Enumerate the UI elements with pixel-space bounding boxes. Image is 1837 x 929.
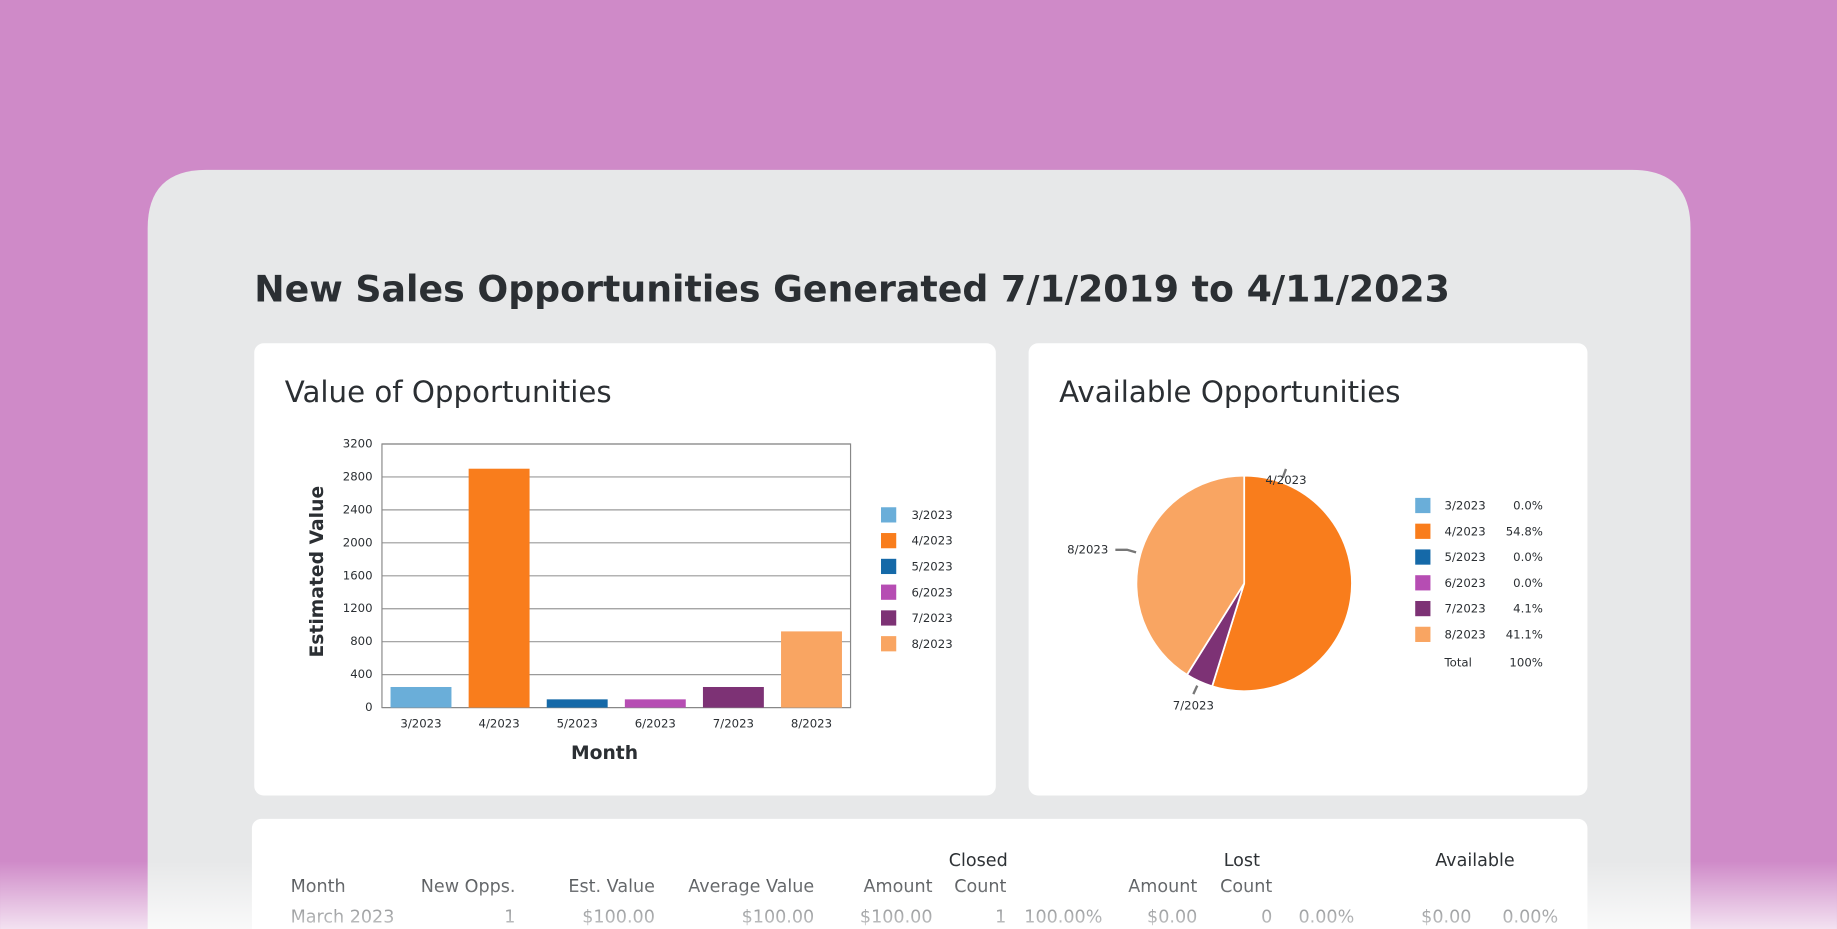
x-tick-label: 7/2023 — [713, 716, 754, 730]
legend-swatch — [881, 533, 897, 549]
legend-swatch — [1415, 626, 1431, 642]
x-tick-label: 4/2023 — [479, 716, 520, 730]
x-tick-label: 5/2023 — [557, 716, 598, 730]
legend-swatch — [881, 584, 897, 600]
legend-label: 4/2023 — [1445, 524, 1486, 538]
y-axis-label: Estimated Value — [307, 486, 328, 658]
y-tick-label: 800 — [350, 634, 372, 648]
pie-slice — [1135, 474, 1246, 676]
leader-line — [1115, 548, 1137, 554]
pie-slice — [1211, 474, 1353, 693]
bar — [781, 631, 842, 708]
legend-value: 0.0% — [1513, 576, 1543, 590]
legend-label: 8/2023 — [1445, 627, 1486, 641]
plot-frame — [381, 443, 852, 709]
pie-title: Available Opportunities — [1059, 375, 1400, 409]
legend-label: 5/2023 — [1445, 550, 1486, 564]
legend-label: 7/2023 — [911, 611, 952, 625]
legend-value: 4.1% — [1513, 602, 1543, 616]
bar — [624, 699, 686, 708]
legend-value: 0.0% — [1513, 550, 1543, 564]
y-tick-label: 3200 — [343, 436, 373, 450]
bottom-fade — [0, 861, 1837, 929]
legend-swatch — [881, 558, 897, 575]
x-tick-label: 6/2023 — [635, 716, 676, 730]
legend-label: 8/2023 — [911, 637, 952, 651]
legend-swatch — [881, 610, 897, 626]
slice-label: 8/2023 — [1067, 542, 1108, 556]
x-tick-label: 8/2023 — [791, 716, 832, 730]
legend-total-label: Total — [1444, 656, 1472, 670]
y-tick-label: 2400 — [343, 502, 373, 516]
legend-swatch — [881, 636, 897, 652]
x-axis-label: Month — [571, 743, 638, 764]
y-tick-label: 2000 — [343, 535, 373, 549]
x-tick-label: 3/2023 — [400, 716, 441, 730]
bar — [390, 686, 452, 708]
legend-label: 5/2023 — [911, 560, 952, 574]
legend-swatch — [1415, 523, 1431, 539]
legend-label: 6/2023 — [911, 585, 952, 599]
y-tick-label: 1200 — [343, 601, 373, 615]
legend-swatch — [1415, 575, 1431, 591]
bar — [702, 686, 764, 708]
legend-total-value: 100% — [1509, 656, 1542, 670]
leader-line — [1281, 468, 1288, 479]
page-title: New Sales Opportunities Generated 7/1/20… — [254, 268, 1450, 311]
legend-value: 54.8% — [1506, 524, 1543, 538]
leader-line — [1192, 685, 1199, 695]
legend-value: 41.1% — [1506, 627, 1543, 641]
legend-swatch — [881, 507, 897, 523]
slice-label: 7/2023 — [1173, 698, 1214, 712]
bar — [468, 468, 530, 708]
legend-value: 0.0% — [1513, 499, 1543, 513]
y-tick-label: 400 — [350, 667, 372, 681]
slice-label: 4/2023 — [1265, 473, 1306, 487]
legend-swatch — [1415, 549, 1431, 565]
y-tick-label: 1600 — [343, 568, 373, 582]
bar-title: Value of Opportunities — [285, 375, 612, 409]
bar — [546, 699, 608, 708]
legend-label: 7/2023 — [1445, 602, 1486, 616]
legend-swatch — [1415, 600, 1431, 617]
legend-swatch — [1415, 497, 1431, 514]
legend-label: 3/2023 — [911, 508, 952, 522]
legend-label: 3/2023 — [1445, 499, 1486, 513]
legend-label: 4/2023 — [911, 534, 952, 548]
legend-label: 6/2023 — [1445, 576, 1486, 590]
y-tick-label: 2800 — [343, 469, 373, 483]
y-tick-label: 0 — [365, 700, 372, 714]
